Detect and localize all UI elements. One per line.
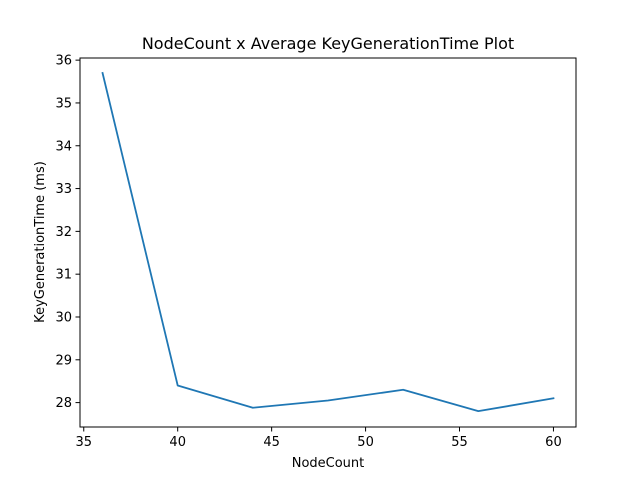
x-tick-label: 50 — [357, 435, 374, 450]
y-tick-label: 31 — [55, 268, 72, 283]
y-tick-label: 28 — [55, 396, 72, 411]
x-tick-label: 55 — [451, 435, 468, 450]
y-tick-label: 34 — [55, 139, 72, 154]
plot-frame — [79, 57, 577, 428]
x-tick-label: 35 — [75, 435, 92, 450]
chart-title: NodeCount x Average KeyGenerationTime Pl… — [142, 34, 514, 53]
x-tick-label: 40 — [169, 435, 186, 450]
plot-area: 35 40 45 50 55 60 28 29 30 31 32 33 34 35 36 — [55, 54, 577, 450]
series-line-0 — [101, 71, 555, 413]
x-tick-label: 60 — [545, 435, 562, 450]
y-tick-label: 33 — [55, 182, 72, 197]
y-tick-label: 29 — [55, 353, 72, 368]
y-tick-label: 30 — [55, 310, 72, 325]
y-tick-label: 36 — [55, 54, 72, 69]
y-tick-label: 35 — [55, 96, 72, 111]
x-tick-label: 45 — [263, 435, 280, 450]
x-axis-label: NodeCount — [292, 456, 365, 471]
y-tick-label: 32 — [55, 225, 72, 240]
y-axis-label: KeyGenerationTime (ms) — [33, 161, 48, 323]
